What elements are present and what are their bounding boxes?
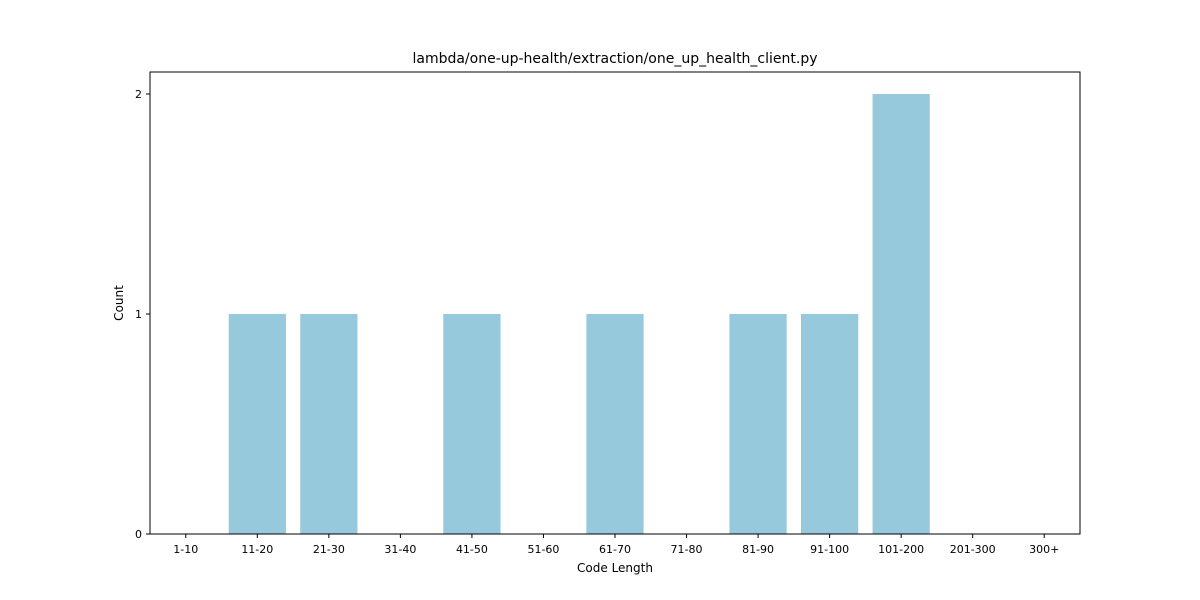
bar-81-90	[729, 314, 787, 534]
x-tick-label: 1-10	[173, 543, 198, 556]
x-axis-label: Code Length	[577, 561, 653, 575]
x-tick-label: 300+	[1029, 543, 1059, 556]
y-tick-label: 0	[135, 528, 142, 541]
bar-41-50	[443, 314, 501, 534]
bar-11-20	[228, 314, 286, 534]
x-tick-label: 91-100	[810, 543, 849, 556]
y-tick-label: 1	[135, 308, 142, 321]
x-axis-ticks: 1-10 11-20 21-30 31-40 41-50 51-60 61-70 71-80 8…	[173, 534, 1059, 556]
chart-title: lambda/one-up-health/extraction/one_up_h…	[412, 51, 817, 67]
x-tick-label: 71-80	[671, 543, 703, 556]
bar-91-100	[801, 314, 859, 534]
bar-61-70	[586, 314, 644, 534]
x-tick-label: 101-200	[878, 543, 924, 556]
x-tick-label: 201-300	[950, 543, 996, 556]
y-axis-ticks: 0 1 2	[135, 88, 150, 541]
y-tick-label: 2	[135, 88, 142, 101]
plot-frame	[149, 71, 1081, 535]
x-tick-label: 21-30	[313, 543, 345, 556]
x-tick-label: 61-70	[599, 543, 631, 556]
bar-21-30	[300, 314, 358, 534]
x-tick-label: 81-90	[742, 543, 774, 556]
x-tick-label: 31-40	[384, 543, 416, 556]
x-tick-label: 51-60	[527, 543, 559, 556]
bars-group	[228, 94, 930, 534]
bar-101-200	[872, 94, 930, 534]
y-axis-label: Count	[112, 285, 126, 321]
x-tick-label: 11-20	[241, 543, 273, 556]
x-tick-label: 41-50	[456, 543, 488, 556]
